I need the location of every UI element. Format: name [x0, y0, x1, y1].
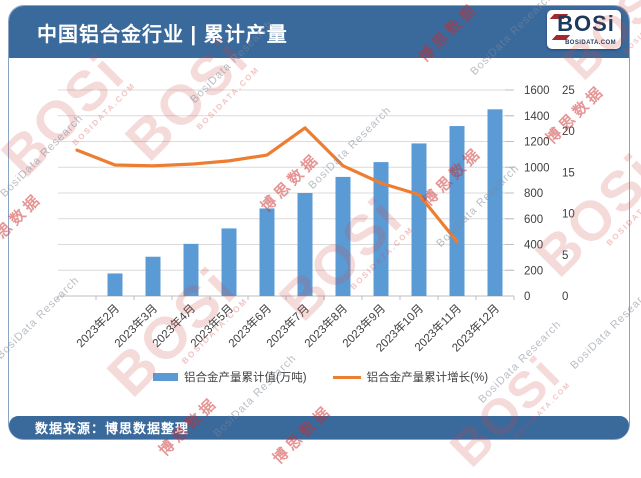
bar-series-swatch-icon	[152, 373, 178, 381]
legend-label-bar-series: 铝合金产量累计值(万吨)	[183, 372, 307, 384]
primary-axis-label: 1400	[524, 111, 550, 123]
primary-axis-label: 200	[524, 265, 543, 277]
chart-card-frame: 中国铝合金行业 | 累计产量 BOSi BOSIDATA.COM 数据来源：博思…	[8, 5, 630, 440]
primary-axis-label: 0	[524, 291, 530, 303]
legend-label-line-series: 铝合金产量累计增长(%)	[366, 372, 489, 384]
bar-2023年6月	[259, 208, 275, 296]
bar-2023年7月	[297, 193, 313, 296]
primary-axis-label: 800	[524, 188, 543, 200]
secondary-axis-label: 25	[562, 85, 575, 97]
logo-wordmark: BOSi	[557, 11, 615, 36]
primary-axis-label: 1200	[524, 137, 550, 149]
page-title: 中国铝合金行业 | 累计产量	[37, 23, 288, 46]
secondary-axis-label: 15	[562, 167, 575, 179]
chart-legend: 铝合金产量累计值(万吨) 铝合金产量累计增长(%)	[0, 369, 641, 385]
bar-2023年9月	[373, 162, 389, 296]
data-source-text: 数据来源：博思数据整理	[35, 421, 190, 436]
growth-line-series	[75, 126, 459, 244]
bar-2023年3月	[145, 256, 161, 296]
primary-axis-label: 600	[524, 214, 543, 226]
footer-bar: 数据来源：博思数据整理	[9, 416, 629, 439]
bar-2023年12月	[487, 109, 503, 296]
legend-item-line-series: 铝合金产量累计增长(%)	[332, 369, 489, 385]
primary-axis-label: 400	[524, 240, 543, 252]
primary-axis-label: 1000	[524, 162, 550, 174]
line-series-swatch-icon	[332, 375, 361, 379]
bar-2023年2月	[107, 273, 123, 296]
secondary-axis-label: 20	[562, 126, 575, 138]
bar-2023年10月	[411, 143, 427, 296]
secondary-axis-label: 5	[562, 250, 568, 262]
primary-axis-label: 1600	[524, 85, 550, 97]
logo-domain: BOSIDATA.COM	[565, 40, 616, 46]
secondary-axis-label: 0	[562, 291, 568, 303]
bar-2023年8月	[335, 176, 351, 296]
bar-2023年4月	[183, 243, 199, 296]
bar-2023年11月	[449, 126, 465, 296]
legend-item-bar-series: 铝合金产量累计值(万吨)	[152, 369, 307, 385]
secondary-axis-label: 10	[562, 209, 575, 221]
bar-2023年5月	[221, 228, 237, 296]
header-bar: 中国铝合金行业 | 累计产量	[9, 6, 629, 58]
chart-canvas: 0200400600800100012001400160005101520252…	[57, 85, 575, 355]
bosidata-logo: BOSi BOSIDATA.COM	[547, 10, 621, 49]
